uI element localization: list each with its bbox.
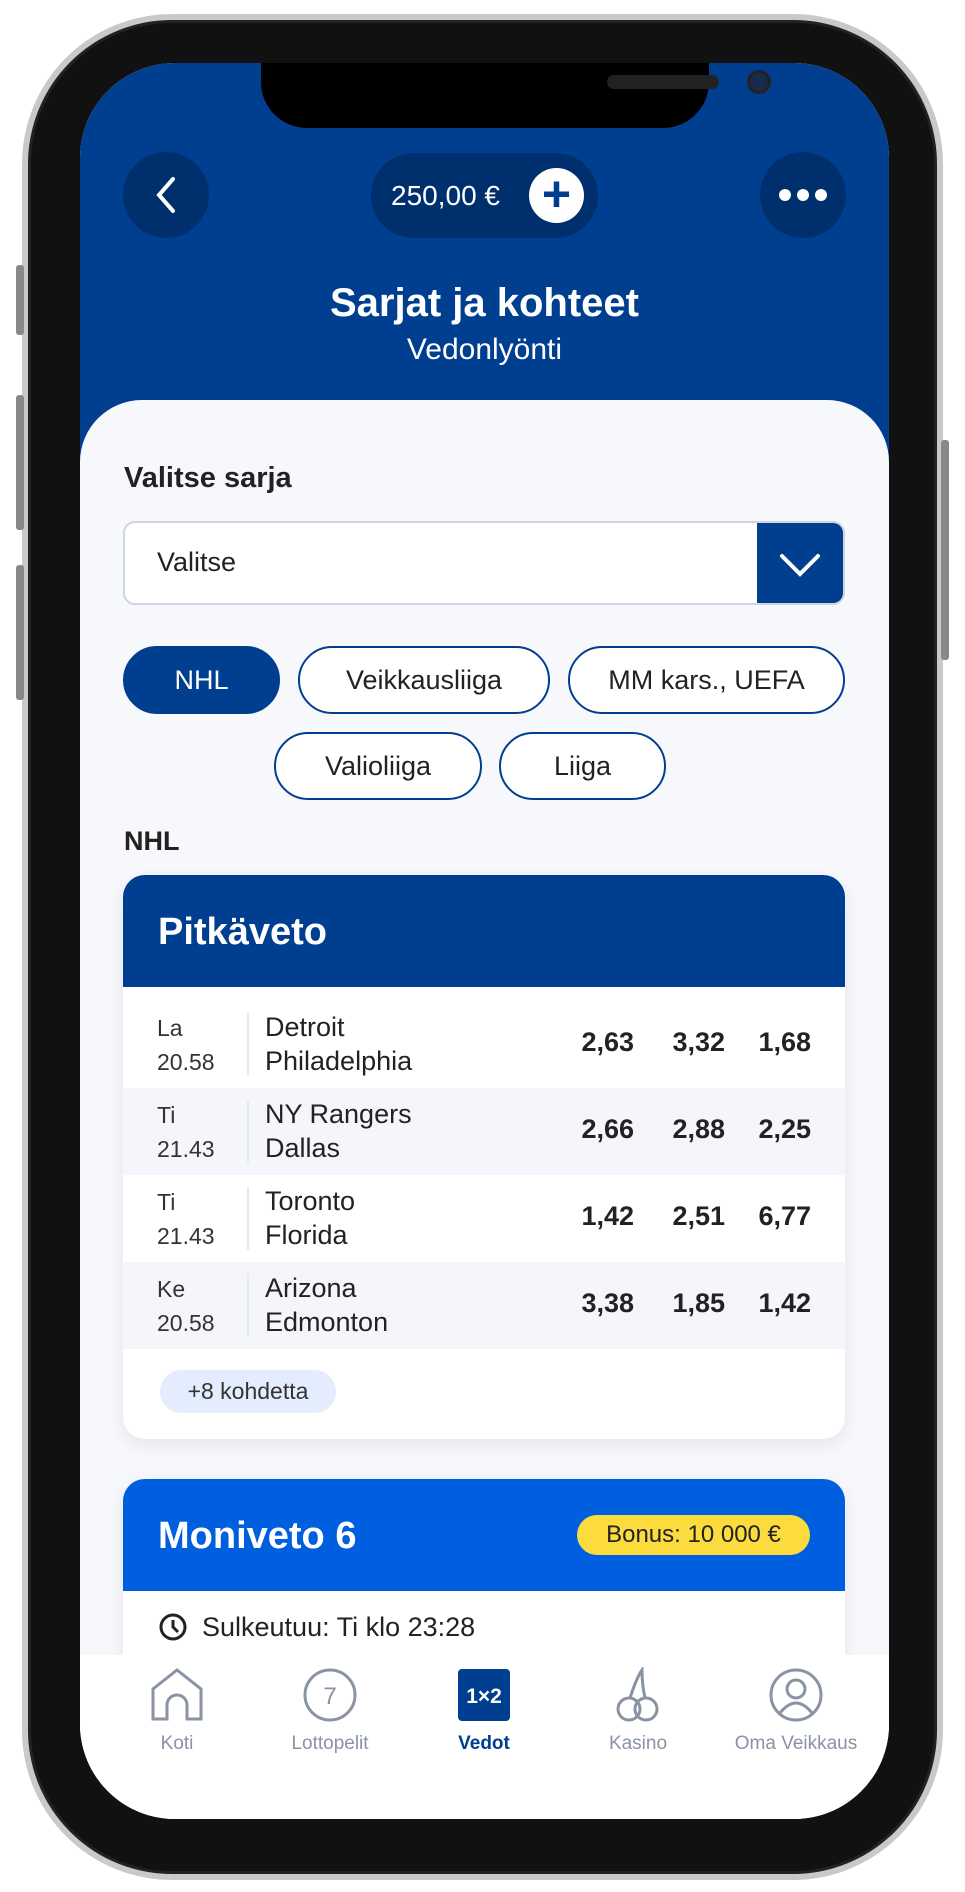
dropdown-toggle[interactable]	[757, 523, 843, 603]
phone-button	[16, 395, 24, 530]
nav-label: Koti	[160, 1733, 194, 1754]
phone-button	[16, 565, 24, 700]
divider	[247, 1274, 249, 1337]
nav-oma-veikkaus[interactable]: Oma Veikkaus	[716, 1667, 876, 1755]
chip-valioliiga[interactable]: Valioliiga	[274, 732, 482, 800]
odds-button[interactable]: 3,32	[672, 1027, 725, 1057]
select-label: Valitse sarja	[124, 462, 292, 494]
odds-button[interactable]: 6,77	[758, 1201, 811, 1231]
odds-button[interactable]: 2,66	[581, 1114, 634, 1144]
chip-liiga[interactable]: Liiga	[499, 732, 666, 800]
page-subtitle: Vedonlyönti	[406, 333, 563, 366]
divider	[247, 1187, 249, 1250]
dropdown-value: Valitse	[157, 547, 237, 577]
odds-button[interactable]: 2,25	[758, 1114, 811, 1144]
odds-button[interactable]: 1,42	[758, 1288, 811, 1318]
nav-lottopelit[interactable]: 7 Lottopelit	[255, 1667, 405, 1755]
nav-koti[interactable]: Koti	[102, 1667, 252, 1755]
bottom-nav: Koti 7 Lottopelit 1×2 Vedot Kasino Oma V…	[80, 1655, 889, 1819]
balance-pill[interactable]: 250,00 € +	[371, 153, 598, 238]
nav-label: Oma Veikkaus	[734, 1733, 858, 1754]
match-row[interactable]: Ti 21.43 NY Rangers Dallas 2,66 2,88 2,25	[123, 1088, 845, 1175]
notch	[261, 63, 771, 128]
phone-button	[941, 440, 949, 660]
content-panel: Valitse sarja Valitse NHL Veikkausliiga …	[80, 400, 889, 1819]
nav-label: Vedot	[458, 1733, 510, 1754]
back-button[interactable]	[123, 152, 209, 238]
divider	[247, 1100, 249, 1163]
match-time: Ke 20.58	[157, 1276, 215, 1336]
match-teams: Detroit Philadelphia	[265, 1012, 413, 1076]
more-events-button[interactable]: +8 kohdetta	[160, 1370, 336, 1413]
divider	[247, 1013, 249, 1076]
odds-button[interactable]: 1,68	[758, 1027, 811, 1057]
balance: 250,00 €	[391, 179, 500, 211]
nav-vedot[interactable]: 1×2 Vedot	[409, 1667, 559, 1755]
cherry-icon	[616, 1667, 659, 1722]
phone-button	[16, 265, 24, 335]
chip-mm-kars[interactable]: MM kars., UEFA	[568, 646, 845, 714]
svg-text:1×2: 1×2	[466, 1685, 502, 1708]
card-title: Moniveto 6	[158, 1515, 357, 1557]
odds-button[interactable]: 1,42	[581, 1201, 634, 1231]
match-teams: Arizona Edmonton	[265, 1273, 389, 1337]
svg-text:7: 7	[323, 1683, 336, 1710]
home-icon	[151, 1668, 203, 1721]
odds-button[interactable]: 2,63	[581, 1027, 634, 1057]
plus-icon[interactable]: +	[529, 168, 584, 223]
clock-icon	[159, 1613, 187, 1641]
match-row[interactable]: Ke 20.58 Arizona Edmonton 3,38 1,85 1,42	[123, 1262, 845, 1349]
chip-nhl[interactable]: NHL	[123, 646, 280, 714]
series-dropdown[interactable]: Valitse	[123, 521, 845, 605]
page-title: Sarjat ja kohteet	[329, 281, 639, 325]
match-time: La 20.58	[157, 1015, 215, 1075]
nav-label: Kasino	[608, 1733, 668, 1754]
match-teams: Toronto Florida	[265, 1186, 356, 1250]
odds-button[interactable]: 2,51	[672, 1201, 725, 1231]
more-icon	[779, 189, 827, 201]
lotto-ball-icon: 7	[303, 1668, 357, 1722]
1x2-icon: 1×2	[458, 1669, 510, 1721]
more-button[interactable]	[760, 152, 846, 238]
chevron-left-icon	[156, 177, 175, 213]
match-row[interactable]: Ti 21.43 Toronto Florida 1,42 2,51 6,77	[123, 1175, 845, 1262]
chip-veikkausliiga[interactable]: Veikkausliiga	[298, 646, 550, 714]
match-time: Ti 21.43	[157, 1102, 215, 1162]
odds-button[interactable]: 2,88	[672, 1114, 725, 1144]
bonus-badge: Bonus: 10 000 €	[577, 1515, 810, 1555]
closing-time: Sulkeutuu: Ti klo 23:28	[123, 1591, 845, 1663]
card-header: Moniveto 6 Bonus: 10 000 €	[123, 1479, 845, 1591]
app-screen: 250,00 € + Sarjat ja kohteet Vedonlyönti…	[80, 63, 889, 1819]
nav-kasino[interactable]: Kasino	[563, 1667, 713, 1755]
odds-button[interactable]: 3,38	[581, 1288, 634, 1318]
section-label: NHL	[124, 826, 180, 856]
match-teams: NY Rangers Dallas	[265, 1099, 412, 1163]
user-icon	[769, 1668, 823, 1722]
closing-text: Sulkeutuu: Ti klo 23:28	[202, 1612, 476, 1642]
match-row[interactable]: La 20.58 Detroit Philadelphia 2,63 3,32 1,68	[123, 1001, 845, 1088]
card-title: Pitkäveto	[123, 875, 845, 987]
pitkaveto-card: Pitkäveto La 20.58 Detroit Philadelphia 2,63…	[123, 875, 845, 1439]
match-time: Ti 21.43	[157, 1189, 215, 1249]
nav-label: Lottopelit	[291, 1733, 369, 1754]
chevron-down-icon	[780, 554, 820, 577]
odds-button[interactable]: 1,85	[672, 1288, 725, 1318]
